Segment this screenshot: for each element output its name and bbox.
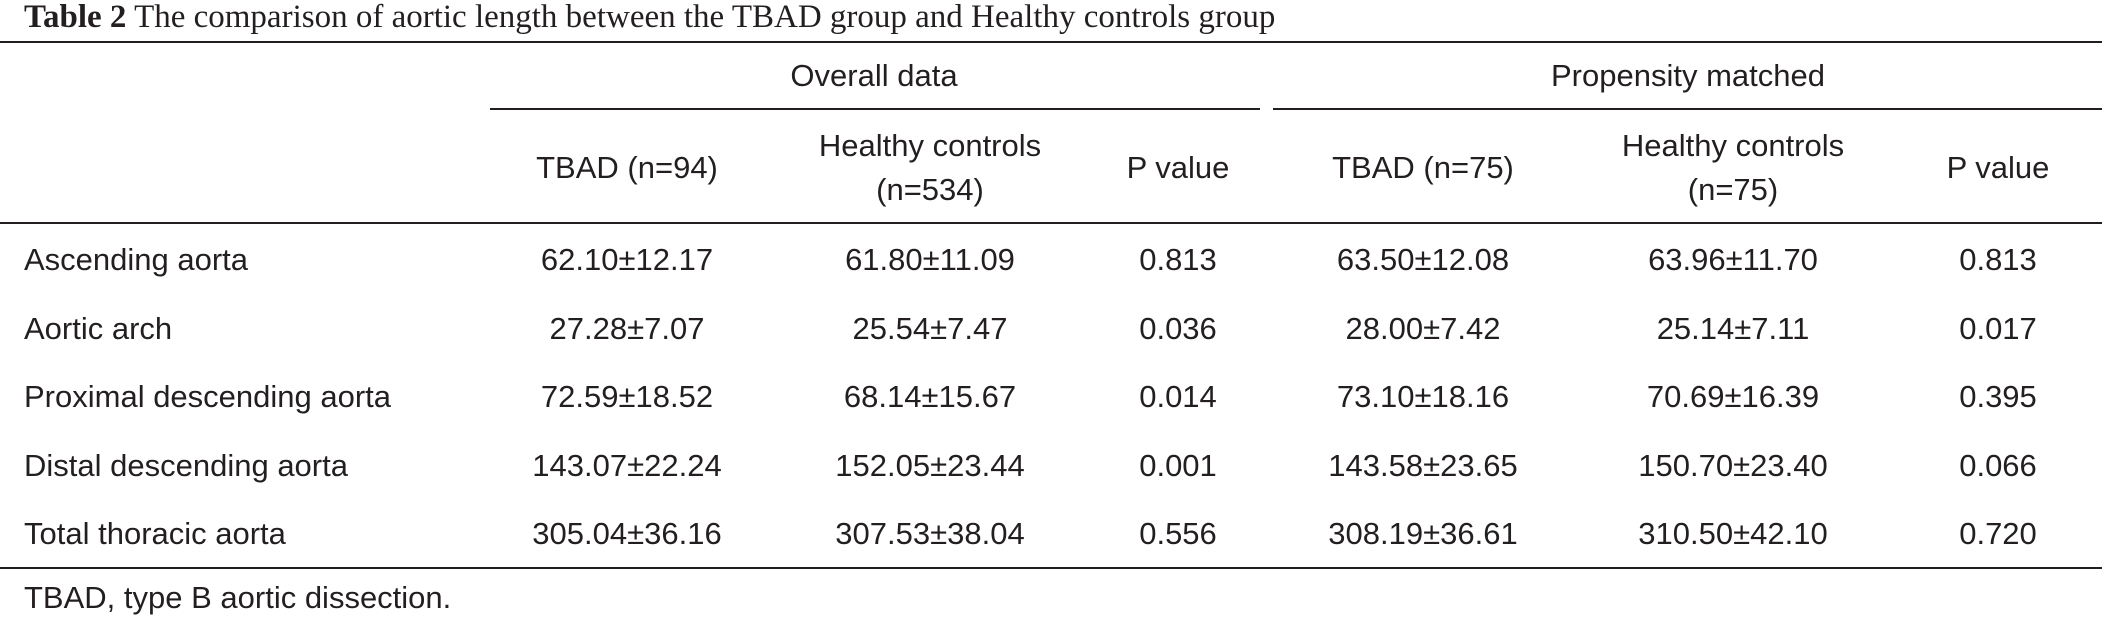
table-cell: 61.80±11.09 — [845, 242, 1015, 277]
table-title: The comparison of aortic length between … — [134, 0, 1276, 35]
table-cell: 62.10±12.17 — [540, 242, 714, 277]
column-header-overall-tbad: TBAD (n=94) — [536, 150, 718, 185]
row-label: Proximal descending aorta — [24, 379, 392, 414]
propensity-group-rule — [1273, 108, 2102, 110]
column-header-propensity-healthy-line1: Healthy controls — [1621, 128, 1845, 163]
table-footnote: TBAD, type B aortic dissection. — [24, 580, 452, 615]
table-cell: 28.00±7.42 — [1345, 311, 1501, 346]
row-label: Total thoracic aorta — [24, 516, 286, 551]
table-cell: 72.59±18.52 — [540, 379, 714, 414]
table-caption: Table 2 The comparison of aortic length … — [24, 0, 1275, 40]
row-label: Aortic arch — [24, 311, 173, 346]
column-header-propensity-healthy-line2: (n=75) — [1687, 172, 1779, 207]
table-cell: 0.395 — [1959, 379, 2037, 414]
table-cell: 0.036 — [1139, 311, 1217, 346]
overall-group-rule — [490, 108, 1260, 110]
column-header-overall-p: P value — [1126, 150, 1230, 185]
table-cell: 25.14±7.11 — [1656, 311, 1810, 346]
group-header-propensity: Propensity matched — [1551, 58, 1825, 93]
table-cell: 143.07±22.24 — [532, 448, 722, 483]
header-bottom-rule — [0, 222, 2102, 224]
group-header-overall: Overall data — [790, 58, 958, 93]
table-cell: 0.001 — [1139, 448, 1217, 483]
bottom-rule — [0, 567, 2102, 569]
table-cell: 0.556 — [1139, 516, 1217, 551]
table-cell: 310.50±42.10 — [1638, 516, 1828, 551]
table-cell: 70.69±16.39 — [1646, 379, 1820, 414]
table-cell: 305.04±36.16 — [532, 516, 722, 551]
table-cell: 0.014 — [1139, 379, 1217, 414]
row-label: Distal descending aorta — [24, 448, 348, 483]
column-header-propensity-tbad: TBAD (n=75) — [1332, 150, 1514, 185]
table-cell: 27.28±7.07 — [549, 311, 705, 346]
column-header-propensity-p: P value — [1946, 150, 2050, 185]
table-number: Table 2 — [24, 0, 127, 35]
column-header-overall-healthy-line2: (n=534) — [876, 172, 984, 207]
table-cell: 143.58±23.65 — [1328, 448, 1518, 483]
column-header-overall-healthy-line1: Healthy controls — [818, 128, 1042, 163]
table-cell: 308.19±36.61 — [1328, 516, 1518, 551]
table-cell: 0.813 — [1959, 242, 2037, 277]
table-cell: 0.066 — [1959, 448, 2037, 483]
table-cell: 0.017 — [1959, 311, 2037, 346]
column-header-propensity-healthy: Healthy controls (n=75) — [1622, 124, 1844, 212]
table-cell: 73.10±18.16 — [1336, 379, 1510, 414]
table-cell: 25.54±7.47 — [852, 311, 1008, 346]
column-header-overall-healthy: Healthy controls (n=534) — [819, 124, 1041, 212]
table-cell: 68.14±15.67 — [843, 379, 1017, 414]
table-cell: 0.813 — [1139, 242, 1217, 277]
table-cell: 150.70±23.40 — [1638, 448, 1828, 483]
top-rule — [0, 41, 2102, 43]
table-cell: 63.50±12.08 — [1336, 242, 1510, 277]
table-cell: 0.720 — [1959, 516, 2037, 551]
table-cell: 152.05±23.44 — [835, 448, 1025, 483]
table-cell: 63.96±11.70 — [1648, 242, 1818, 277]
row-label: Ascending aorta — [24, 242, 249, 277]
table-cell: 307.53±38.04 — [835, 516, 1025, 551]
